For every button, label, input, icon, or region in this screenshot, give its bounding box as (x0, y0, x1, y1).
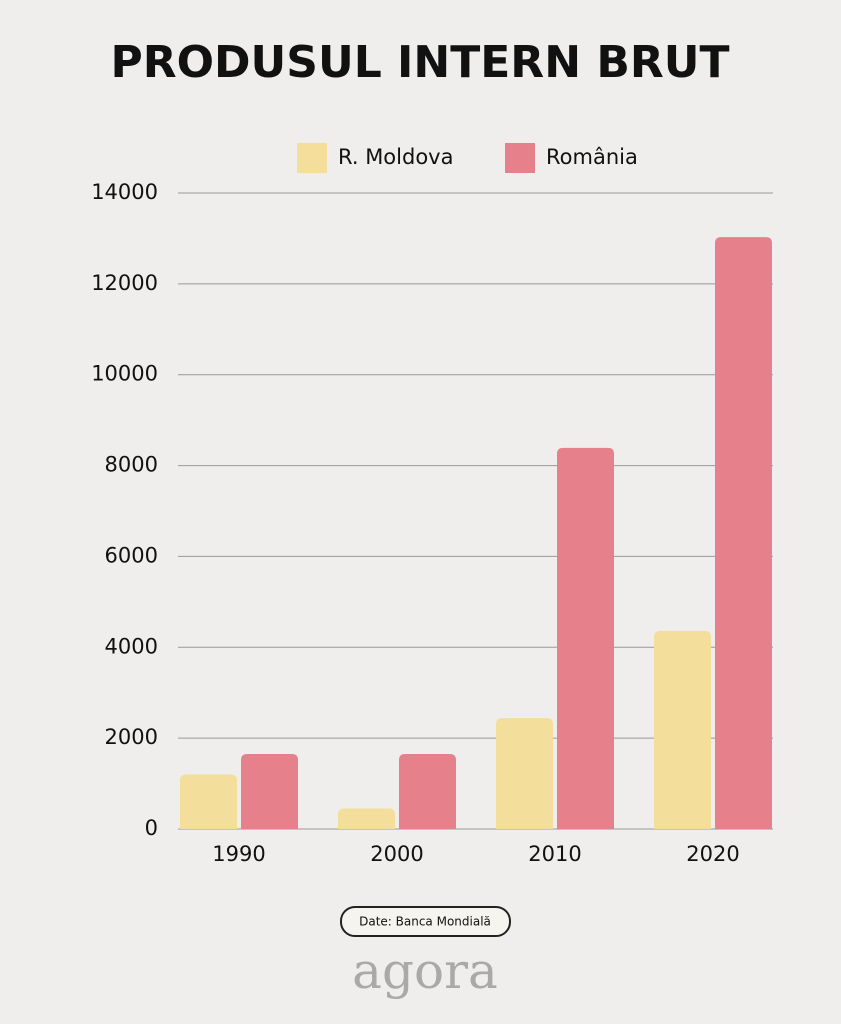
x-tick-label: 2000 (370, 842, 423, 866)
y-tick-label: 4000 (105, 634, 158, 658)
bar (241, 754, 298, 829)
y-tick-label: 0 (145, 816, 158, 840)
y-tick-label: 6000 (105, 543, 158, 567)
x-tick-label: 1990 (212, 842, 265, 866)
chart-title: PRODUSUL INTERN BRUT (110, 37, 729, 88)
bar (338, 808, 395, 829)
logo: agora (352, 942, 498, 1000)
legend-label: R. Moldova (338, 145, 453, 169)
y-tick-label: 2000 (105, 725, 158, 749)
bar (654, 630, 711, 829)
bar (496, 718, 553, 829)
legend-label: România (546, 145, 638, 169)
x-tick-label: 2020 (686, 842, 739, 866)
bar (557, 447, 614, 829)
legend-swatch (505, 143, 535, 173)
x-tick-label: 2010 (528, 842, 581, 866)
y-tick-label: 12000 (91, 271, 158, 295)
y-tick-label: 10000 (91, 362, 158, 386)
bar (180, 774, 237, 829)
bar (399, 754, 456, 829)
y-tick-label: 8000 (105, 453, 158, 477)
y-tick-label: 14000 (91, 180, 158, 204)
bar (715, 237, 772, 829)
legend-swatch (297, 143, 327, 173)
source-pill (340, 906, 511, 937)
source: Date: Banca Mondială (359, 915, 491, 929)
